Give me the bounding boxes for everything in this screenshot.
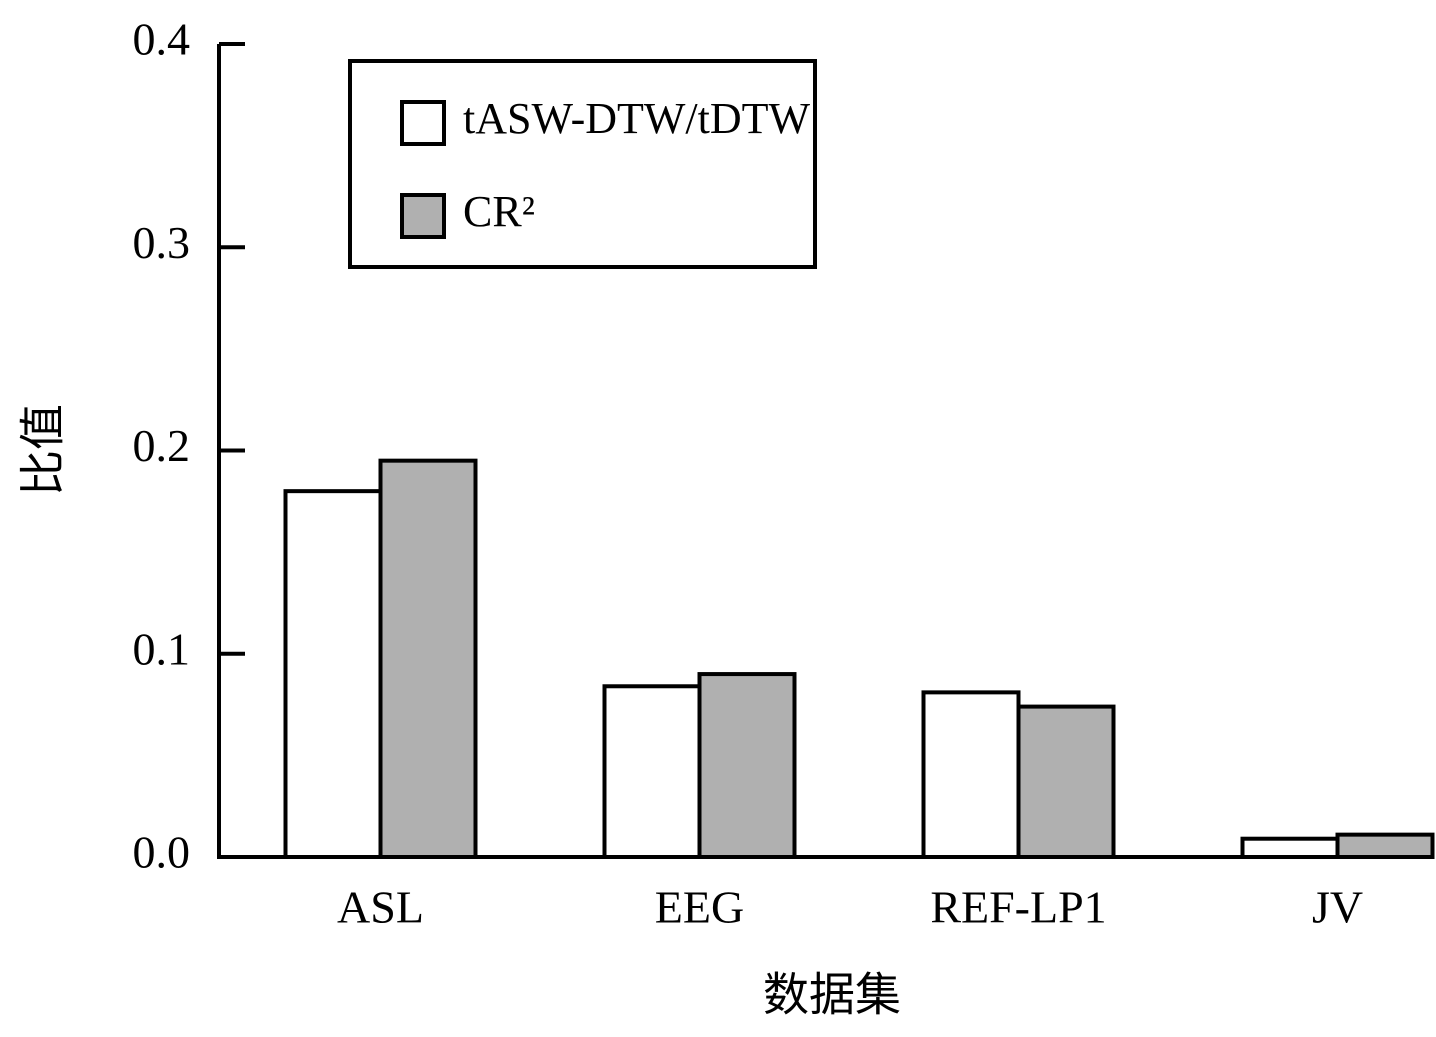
x-tick-label: EEG	[655, 882, 744, 933]
legend-label: tASW-DTW/tDTW	[463, 94, 811, 143]
bar	[1335, 832, 1435, 860]
x-tick-label: ASL	[337, 882, 424, 933]
x-tick-label: REF-LP1	[930, 882, 1106, 933]
legend-swatch	[400, 193, 446, 239]
y-tick-label: 0.2	[133, 420, 191, 471]
bar	[378, 458, 478, 859]
y-axis-label: 比值	[18, 404, 69, 496]
y-tick-label: 0.4	[133, 14, 191, 65]
bar	[1240, 836, 1340, 860]
bar	[921, 690, 1021, 859]
bar	[1016, 704, 1116, 859]
bar	[602, 684, 702, 860]
y-tick-label: 0.1	[133, 623, 191, 674]
bar	[283, 489, 383, 859]
bar	[697, 672, 797, 860]
y-tick-label: 0.0	[133, 827, 191, 878]
y-tick-label: 0.3	[133, 217, 191, 268]
legend-label: CR²	[463, 187, 535, 236]
x-tick-label: JV	[1312, 882, 1363, 933]
x-axis-label: 数据集	[763, 970, 901, 1021]
legend-swatch	[400, 100, 446, 146]
